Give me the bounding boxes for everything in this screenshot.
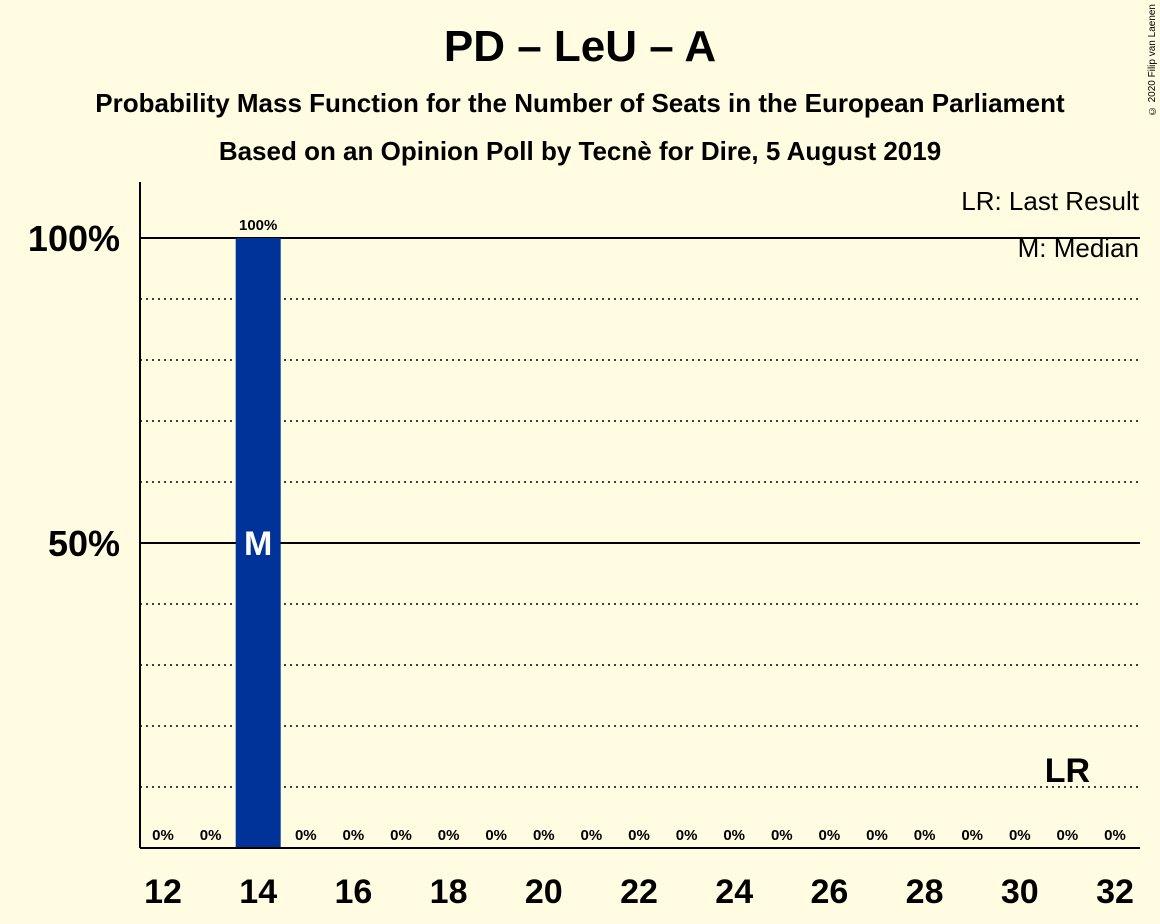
x-tick-label: 12	[144, 873, 182, 911]
y-tick-label: 50%	[48, 523, 120, 564]
bar-value-label: 0%	[533, 827, 555, 844]
bar-value-label: 0%	[819, 827, 841, 844]
x-tick-label: 26	[810, 873, 848, 911]
bar-value-label: 0%	[961, 827, 983, 844]
bar-value-label: 0%	[723, 827, 745, 844]
x-tick-label: 18	[430, 873, 468, 911]
bar-value-label: 0%	[152, 827, 174, 844]
x-tick-label: 16	[334, 873, 372, 911]
last-result-marker: LR	[1045, 752, 1090, 790]
grid-lines	[140, 237, 1140, 788]
bar-value-label: 100%	[239, 217, 277, 234]
chart-subtitle-2: Based on an Opinion Poll by Tecnè for Di…	[218, 136, 942, 166]
bar-value-label: 0%	[866, 827, 888, 844]
bar-value-label: 0%	[914, 827, 936, 844]
x-tick-label: 20	[525, 873, 563, 911]
x-tick-label: 30	[1001, 873, 1039, 911]
bar-value-label: 0%	[581, 827, 603, 844]
x-tick-label: 24	[715, 873, 753, 911]
bar-value-label: 0%	[1104, 827, 1126, 844]
bar-value-label: 0%	[343, 827, 365, 844]
x-tick-label: 28	[906, 873, 944, 911]
chart-title: PD – LeU – A	[443, 22, 717, 71]
bar-value-label: 0%	[200, 827, 222, 844]
bar-value-label: 0%	[485, 827, 507, 844]
bar-value-label: 0%	[1009, 827, 1031, 844]
x-tick-label: 14	[239, 873, 277, 911]
bar-value-label: 0%	[676, 827, 698, 844]
x-tick-label: 22	[620, 873, 658, 911]
labels: 0% 0% 100% 0% 0% 0% 0% 0% 0% 0% 0% 0% 0% 0% 0% 0% 0% 0% 0%…	[28, 217, 1134, 911]
y-tick-label: 100%	[28, 218, 120, 259]
chart-subtitle-1: Probability Mass Function for the Number…	[95, 88, 1065, 118]
median-marker: M	[244, 525, 272, 563]
bar-value-label: 0%	[771, 827, 793, 844]
bar-value-label: 0%	[628, 827, 650, 844]
x-tick-label: 32	[1096, 873, 1134, 911]
bar-value-label: 0%	[1057, 827, 1079, 844]
bar-value-label: 0%	[295, 827, 317, 844]
axes	[139, 182, 1140, 849]
legend-last-result: LR: Last Result	[961, 186, 1140, 216]
bar-value-label: 0%	[390, 827, 412, 844]
bar	[235, 238, 281, 848]
bars	[235, 238, 281, 848]
legend-median: M: Median	[1018, 233, 1139, 263]
bar-value-label: 0%	[438, 827, 460, 844]
